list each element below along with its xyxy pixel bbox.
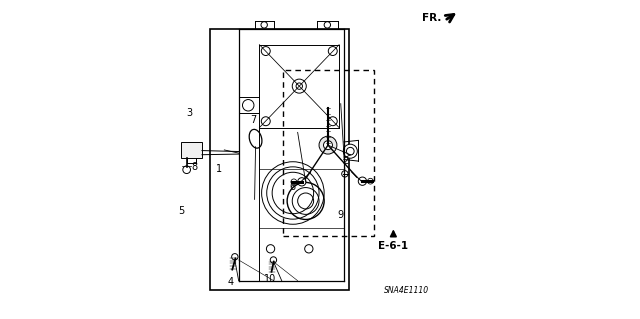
Text: 7: 7	[250, 115, 256, 125]
Text: E-6-1: E-6-1	[378, 241, 408, 251]
Text: 1: 1	[216, 164, 223, 174]
Circle shape	[305, 245, 313, 253]
Text: 4: 4	[228, 277, 234, 287]
Circle shape	[328, 117, 337, 126]
Circle shape	[296, 83, 303, 89]
Circle shape	[319, 136, 337, 154]
Circle shape	[367, 178, 373, 184]
Text: 5: 5	[178, 205, 184, 216]
Bar	[210, 29, 349, 290]
Bar	[284, 70, 374, 236]
Text: 3: 3	[186, 108, 192, 118]
Circle shape	[183, 166, 191, 174]
Circle shape	[346, 147, 354, 155]
Text: FR.: FR.	[422, 12, 441, 23]
Circle shape	[328, 47, 337, 56]
Circle shape	[358, 177, 367, 185]
Circle shape	[243, 100, 254, 111]
Circle shape	[342, 171, 348, 177]
Circle shape	[323, 141, 332, 150]
Circle shape	[270, 257, 276, 263]
Circle shape	[291, 179, 297, 185]
Circle shape	[261, 117, 270, 126]
Text: SNA4E1110: SNA4E1110	[383, 286, 429, 295]
Circle shape	[232, 254, 238, 260]
Circle shape	[266, 245, 275, 253]
Text: 2: 2	[342, 156, 348, 166]
Circle shape	[324, 22, 330, 28]
Circle shape	[343, 144, 357, 158]
Text: 6: 6	[290, 182, 296, 192]
Text: 10: 10	[264, 274, 276, 284]
Circle shape	[292, 79, 307, 93]
Circle shape	[261, 47, 270, 56]
Circle shape	[298, 178, 306, 186]
Text: 8: 8	[191, 162, 197, 173]
Circle shape	[261, 22, 268, 28]
Bar	[181, 142, 202, 158]
Text: 9: 9	[338, 210, 344, 220]
